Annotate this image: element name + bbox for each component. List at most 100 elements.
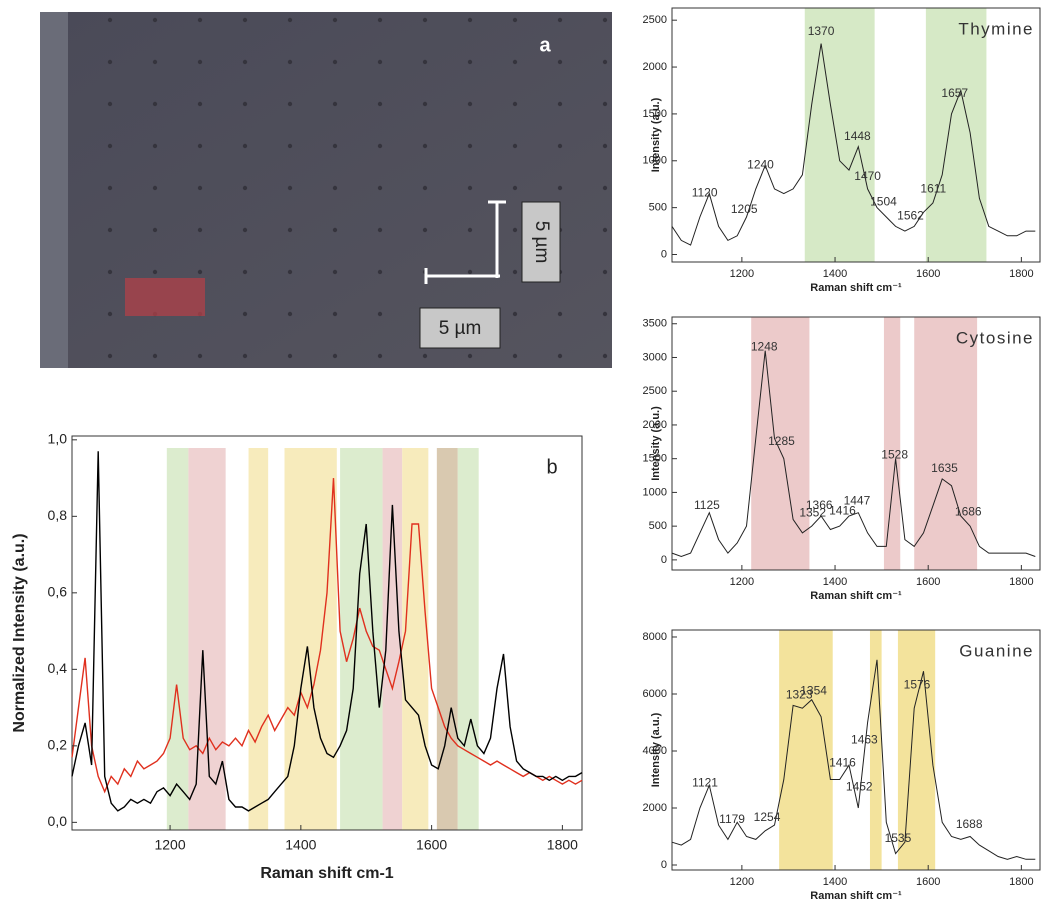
peak-label: 1470	[854, 169, 881, 183]
plot-frame	[671, 629, 1041, 871]
y-tick-label: 8000	[643, 631, 667, 643]
peak-label: 1448	[844, 129, 871, 143]
highlight-band	[914, 317, 978, 570]
scale-bars	[424, 200, 506, 284]
spectrum-line	[71, 478, 583, 794]
y-tick-label: 500	[649, 202, 667, 214]
x-tick-label: 1400	[285, 837, 316, 853]
highlight-band	[340, 448, 383, 830]
peak-label: 1240	[747, 157, 774, 171]
y-tick-label: 3000	[643, 351, 667, 363]
peak-label: 1686	[955, 504, 982, 518]
y-tick-label: 500	[649, 520, 667, 532]
y-axis-label: Intensity (a.u.)	[650, 712, 662, 787]
y-tick-label: 0,6	[48, 584, 68, 600]
highlight-band	[166, 448, 189, 830]
x-axis-label: Raman shift cm⁻¹	[810, 590, 902, 602]
peak-label: 1120	[692, 185, 718, 199]
highlight-band	[779, 630, 833, 870]
y-axis-label: Normalized Intensity (a.u.)	[11, 533, 28, 732]
peak-label: 1179	[719, 812, 745, 826]
x-axis-label: Raman shift cm⁻¹	[810, 890, 902, 902]
y-tick-label: 1500	[643, 453, 667, 465]
x-tick-label: 1800	[1009, 876, 1033, 888]
highlight-band	[869, 630, 882, 870]
highlight-band	[925, 8, 987, 262]
peak-label: 1447	[844, 493, 871, 507]
x-tick-label: 1600	[916, 876, 940, 888]
highlight-band	[751, 317, 810, 570]
scale-label-box	[419, 307, 501, 349]
y-tick-label: 2000	[643, 61, 667, 73]
peak-label: 1535	[885, 831, 912, 845]
x-tick-label: 1400	[823, 268, 847, 280]
panel-label: a	[539, 34, 551, 56]
x-tick-label: 1400	[823, 576, 847, 588]
x-tick-label: 1600	[916, 576, 940, 588]
image-panel: 5 µm 5 µm a	[40, 12, 612, 368]
x-tick-label: 1800	[1009, 268, 1033, 280]
peak-label: 1352	[799, 505, 826, 519]
peak-label: 1416	[829, 503, 856, 517]
y-tick-label: 1000	[643, 486, 667, 498]
peak-label: 1416	[829, 755, 856, 769]
peak-label: 1354	[800, 683, 827, 697]
chart-title: Thymine	[958, 19, 1034, 38]
y-tick-label: 0,2	[48, 737, 68, 753]
highlight-band	[436, 448, 458, 830]
y-tick-label: 0	[661, 859, 667, 871]
highlight-band	[284, 448, 337, 830]
peak-label: 1452	[846, 780, 873, 794]
peak-label: 1576	[904, 677, 931, 691]
x-tick-label: 1200	[730, 576, 754, 588]
peak-label: 1254	[754, 810, 781, 824]
selected-region	[125, 278, 205, 316]
y-axis-label: Intensity (a.u.)	[650, 406, 662, 481]
x-axis-label: Raman shift cm-1	[260, 865, 393, 882]
chart: 1200 1400 1600 1800 0,0 0,2 0,4 0,6 0,8 1,0 Raman …	[11, 431, 583, 882]
y-tick-label: 0,0	[48, 813, 68, 829]
spectrum-line	[71, 451, 583, 812]
peak-label: 1366	[806, 498, 833, 512]
plot-frame	[71, 435, 583, 831]
y-tick-label: 6000	[643, 688, 667, 700]
y-tick-label: 1000	[643, 155, 667, 167]
scale-label: 5 µm	[531, 221, 552, 264]
scale-label: 5 µm	[439, 318, 482, 339]
y-axis-label: Intensity (a.u.)	[650, 97, 662, 172]
highlight-band	[804, 8, 875, 262]
peak-label: 1125	[694, 498, 720, 512]
x-tick-label: 1800	[1009, 576, 1033, 588]
chart: 1200 1400 1600 1800 0 500 1000 1500 2000 2500 3000…	[643, 316, 1041, 602]
peak-label: 1205	[731, 202, 758, 216]
scale-label-box	[521, 201, 561, 283]
highlight-band	[897, 630, 936, 870]
peak-label: 1323	[786, 687, 813, 701]
y-tick-label: 0	[661, 248, 667, 260]
y-tick-label: 4000	[643, 745, 667, 757]
y-tick-label: 1,0	[48, 431, 68, 447]
spectrum-line	[671, 350, 1036, 558]
y-tick-label: 1500	[643, 108, 667, 120]
plot-frame	[671, 316, 1041, 571]
peak-label: 1463	[851, 733, 878, 747]
highlight-band	[382, 448, 403, 830]
chart-title: Guanine	[959, 641, 1034, 660]
x-axis-label: Raman shift cm⁻¹	[810, 282, 902, 294]
spectrum-line	[671, 43, 1036, 246]
peak-label: 1504	[870, 194, 897, 208]
peak-label: 1611	[920, 182, 946, 196]
peak-label: 1528	[881, 448, 908, 462]
x-tick-label: 1400	[823, 876, 847, 888]
micrograph-edge	[40, 12, 68, 368]
spectrum-line	[671, 659, 1036, 860]
peak-label: 1121	[692, 776, 718, 790]
highlight-band	[883, 317, 901, 570]
x-tick-label: 1200	[154, 837, 185, 853]
plot-frame	[671, 7, 1041, 263]
peak-label: 1562	[897, 208, 924, 222]
x-tick-label: 1200	[730, 876, 754, 888]
y-tick-label: 0,8	[48, 507, 68, 523]
peak-label: 1688	[956, 817, 983, 831]
y-tick-label: 3500	[643, 318, 667, 330]
